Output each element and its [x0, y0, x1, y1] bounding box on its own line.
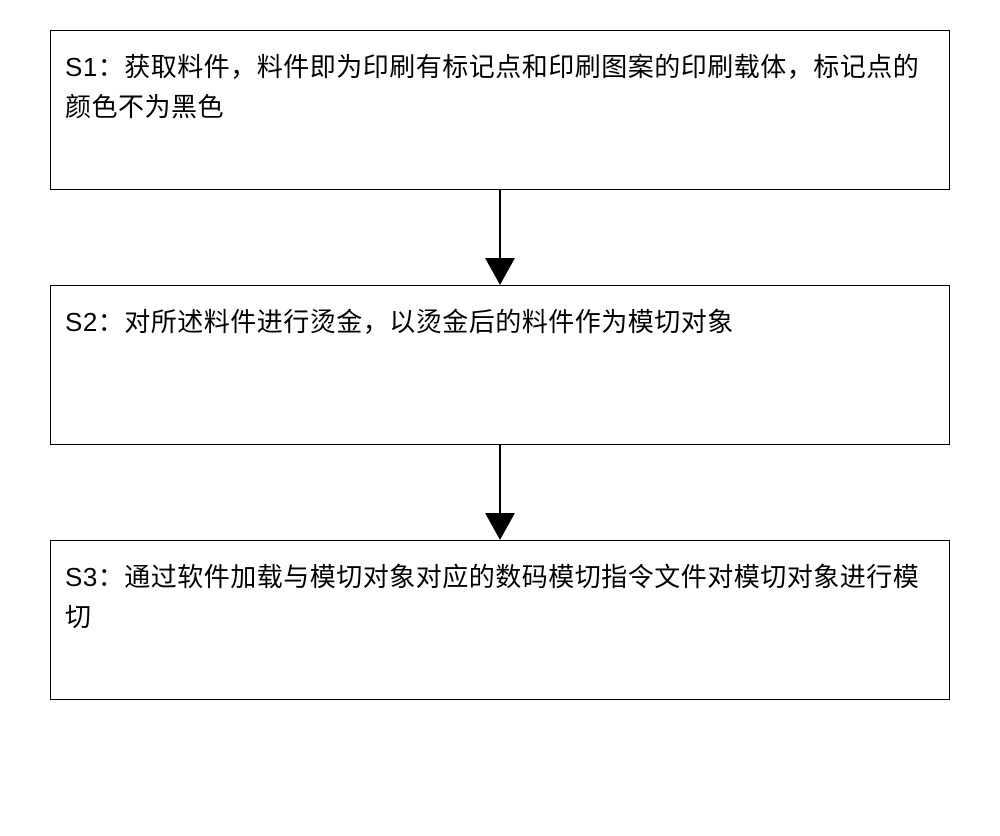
arrow-line-icon — [499, 190, 501, 260]
arrow-line-icon — [499, 445, 501, 515]
arrow-head-icon — [485, 513, 515, 540]
flow-arrow-1 — [50, 190, 950, 285]
flow-node-s2: S2：对所述料件进行烫金，以烫金后的料件作为模切对象 — [50, 285, 950, 445]
flow-node-s1: S1：获取料件，料件即为印刷有标记点和印刷图案的印刷载体，标记点的颜色不为黑色 — [50, 30, 950, 190]
flow-node-s1-text: S1：获取料件，料件即为印刷有标记点和印刷图案的印刷载体，标记点的颜色不为黑色 — [65, 52, 919, 122]
flow-node-s2-text: S2：对所述料件进行烫金，以烫金后的料件作为模切对象 — [65, 307, 734, 337]
flowchart-container: S1：获取料件，料件即为印刷有标记点和印刷图案的印刷载体，标记点的颜色不为黑色 … — [50, 30, 950, 700]
flow-node-s3-text: S3：通过软件加载与模切对象对应的数码模切指令文件对模切对象进行模切 — [65, 562, 919, 632]
flow-node-s3: S3：通过软件加载与模切对象对应的数码模切指令文件对模切对象进行模切 — [50, 540, 950, 700]
flow-arrow-2 — [50, 445, 950, 540]
arrow-head-icon — [485, 258, 515, 285]
